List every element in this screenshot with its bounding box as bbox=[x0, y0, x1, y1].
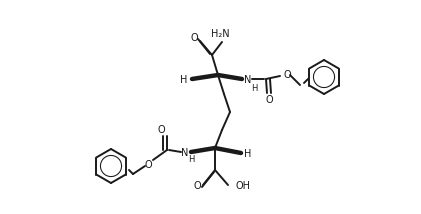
Text: O: O bbox=[193, 181, 201, 191]
Text: O: O bbox=[283, 70, 291, 80]
Text: OH: OH bbox=[236, 181, 251, 191]
Text: H: H bbox=[251, 83, 257, 92]
Text: O: O bbox=[265, 95, 273, 105]
Text: H: H bbox=[244, 149, 252, 159]
Text: H: H bbox=[180, 75, 188, 85]
Text: N: N bbox=[181, 148, 189, 158]
Text: O: O bbox=[144, 160, 152, 170]
Text: O: O bbox=[157, 125, 165, 135]
Text: O: O bbox=[190, 33, 198, 43]
Text: H: H bbox=[188, 156, 194, 165]
Text: H₂N: H₂N bbox=[210, 29, 229, 39]
Text: N: N bbox=[244, 75, 252, 85]
